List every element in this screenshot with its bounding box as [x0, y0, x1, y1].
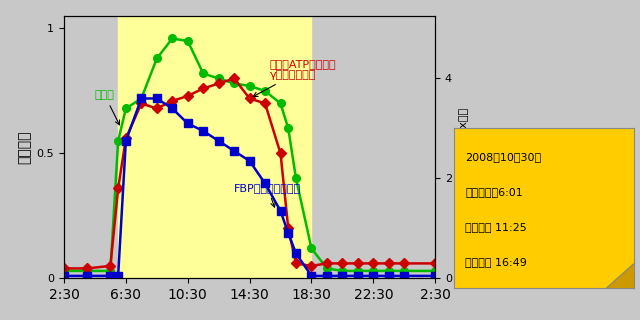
- Polygon shape: [607, 264, 634, 288]
- Y-axis label: Log（光強度（lux））: Log（光強度（lux））: [458, 106, 468, 189]
- Text: 2008年10月30日: 2008年10月30日: [465, 152, 541, 162]
- Text: FBPホスファターゼ: FBPホスファターゼ: [234, 183, 301, 207]
- Bar: [118, 16, 312, 278]
- Text: 日の出　　6:01: 日の出 6:01: [465, 187, 523, 197]
- Text: 葉緑体ATP合成酵素
γサブユニット: 葉緑体ATP合成酵素 γサブユニット: [253, 59, 337, 97]
- Text: 日の入り 16:49: 日の入り 16:49: [465, 257, 527, 268]
- Text: 日南中時 11:25: 日南中時 11:25: [465, 222, 527, 232]
- Text: 光強度: 光強度: [95, 91, 120, 125]
- Y-axis label: 光還元率: 光還元率: [17, 131, 31, 164]
